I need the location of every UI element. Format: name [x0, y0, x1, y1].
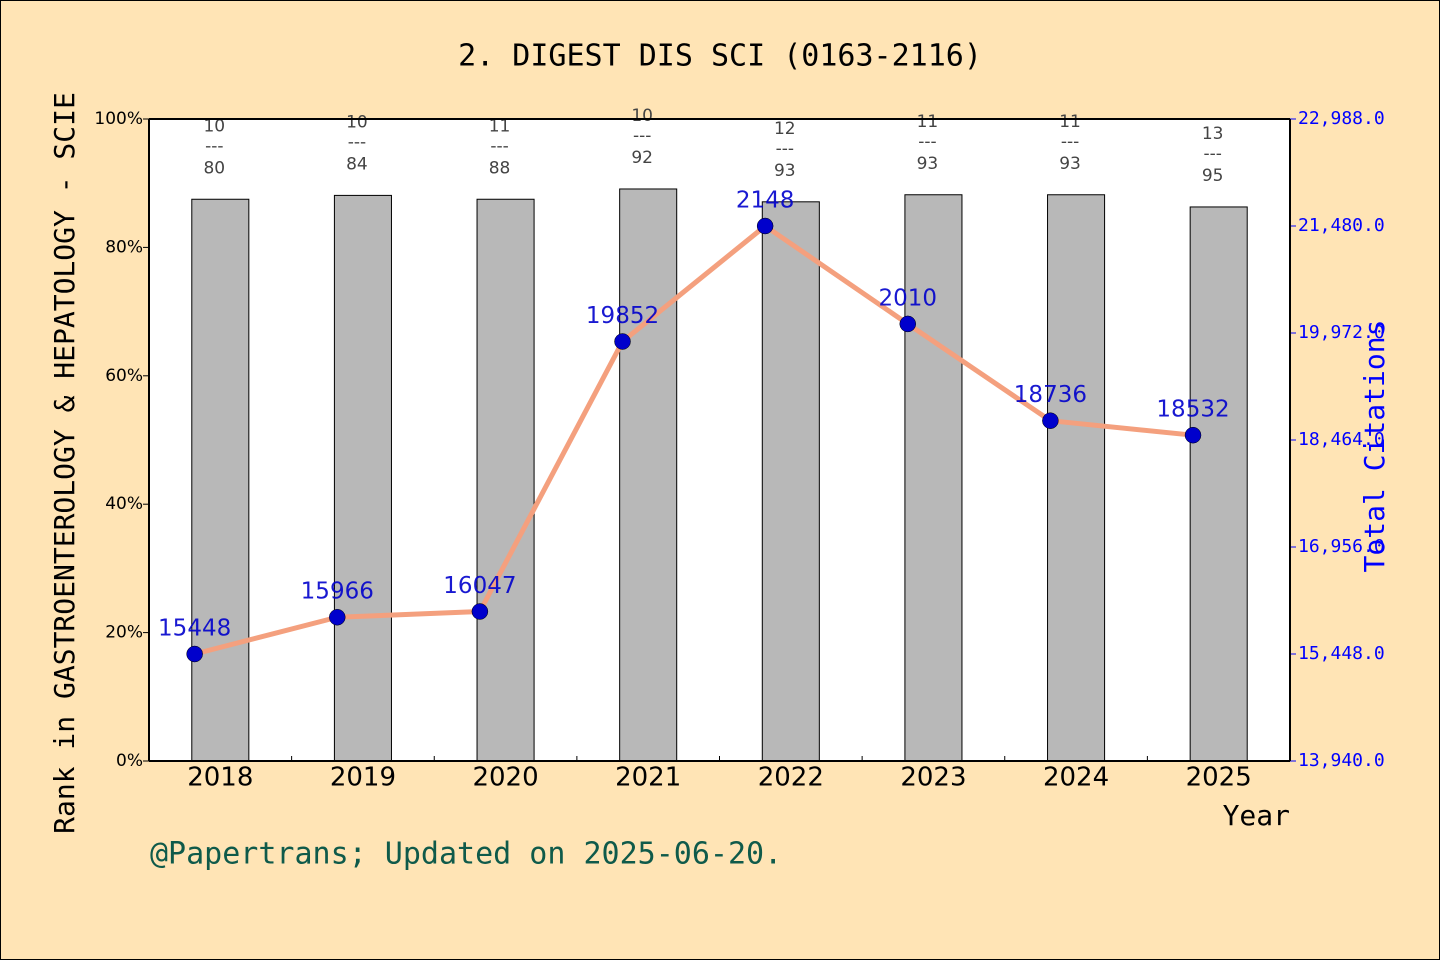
- rank-label: 11: [1059, 112, 1081, 132]
- y-tick-label: 100%: [94, 109, 143, 129]
- y-tick-label: 80%: [105, 237, 143, 257]
- x-tick-label: 2019: [330, 763, 396, 793]
- citation-line: [194, 223, 1194, 657]
- x-axis-label: Year: [1223, 799, 1290, 832]
- x-tick-label: 2023: [900, 763, 966, 793]
- x-tick-label: 2020: [472, 763, 538, 793]
- x-tick-label: 2022: [758, 763, 824, 793]
- citation-marker: [329, 608, 346, 626]
- bar: [761, 201, 820, 762]
- bar: [191, 198, 250, 762]
- total-label: 84: [346, 154, 368, 174]
- bar: [476, 198, 535, 762]
- rank-separator: ---: [205, 136, 223, 156]
- rank-separator: ---: [1203, 144, 1221, 164]
- y2-tick-label: 22,988.0: [1298, 108, 1385, 129]
- bar: [1047, 194, 1106, 762]
- citation-label: 2148: [736, 188, 795, 214]
- y2-tick-label: 21,480.0: [1298, 215, 1385, 236]
- footer: @Papertrans; Updated on 2025-06-20.: [150, 837, 782, 872]
- x-tick-label: 2024: [1043, 763, 1109, 793]
- x-tick-label: 2018: [187, 763, 253, 793]
- citation-label: 16047: [443, 573, 516, 599]
- citation-marker: [756, 217, 774, 235]
- y-tick-label: 20%: [105, 623, 143, 643]
- total-label: 93: [917, 154, 939, 174]
- y2-tick-label: 18,464.0: [1298, 429, 1385, 450]
- y-tick-label: 0%: [116, 751, 143, 771]
- rank-label: 11: [917, 112, 939, 132]
- y-axis-label: Rank in GASTROENTEROLOGY & HEPATOLOGY - …: [48, 92, 81, 834]
- citation-marker: [1184, 426, 1202, 444]
- bar: [904, 194, 963, 762]
- rank-label: 10: [631, 106, 653, 126]
- total-label: 92: [631, 148, 653, 168]
- citation-marker: [471, 603, 489, 620]
- rank-label: 13: [1202, 124, 1224, 144]
- bar: [1189, 206, 1248, 762]
- rank-label: 10: [203, 116, 225, 136]
- citation-label: 18532: [1156, 397, 1229, 423]
- total-label: 95: [1202, 166, 1224, 186]
- citation-marker: [614, 333, 631, 350]
- y-tick-label: 40%: [105, 494, 143, 514]
- total-label: 80: [203, 158, 225, 178]
- total-label: 88: [489, 158, 511, 178]
- rank-label: 12: [774, 119, 796, 139]
- citation-label: 15448: [158, 616, 231, 642]
- rank-label: 10: [346, 112, 368, 132]
- rank-label: 11: [489, 116, 511, 136]
- rank-separator: ---: [633, 126, 651, 146]
- y2-axis-label: Total Citations: [1358, 320, 1391, 573]
- rank-separator: ---: [918, 132, 936, 152]
- bar: [619, 188, 678, 762]
- total-label: 93: [774, 161, 796, 181]
- citation-label: 18736: [1014, 382, 1087, 408]
- citation-marker: [899, 315, 917, 333]
- citation-label: 15966: [301, 579, 374, 605]
- citation-label: 2010: [878, 285, 937, 311]
- plot-area: [149, 119, 1290, 761]
- y2-tick-label: 15,448.0: [1298, 643, 1385, 664]
- rank-separator: ---: [776, 139, 794, 159]
- total-label: 93: [1059, 154, 1081, 174]
- chart-title: 2. DIGEST DIS SCI (0163-2116): [458, 39, 982, 74]
- x-tick-label: 2025: [1186, 763, 1252, 793]
- rank-separator: ---: [490, 136, 508, 156]
- rank-separator: ---: [348, 132, 366, 152]
- bar: [333, 194, 392, 762]
- citation-marker: [186, 645, 203, 663]
- citation-marker: [1042, 412, 1059, 429]
- y2-tick-label: 19,972.0: [1298, 322, 1385, 343]
- citation-label: 19852: [586, 303, 659, 329]
- rank-separator: ---: [1061, 132, 1079, 152]
- y-tick-label: 60%: [105, 366, 143, 386]
- y2-tick-label: 16,956.0: [1298, 536, 1385, 557]
- x-tick-label: 2021: [615, 763, 681, 793]
- y2-tick-label: 13,940.0: [1298, 750, 1385, 771]
